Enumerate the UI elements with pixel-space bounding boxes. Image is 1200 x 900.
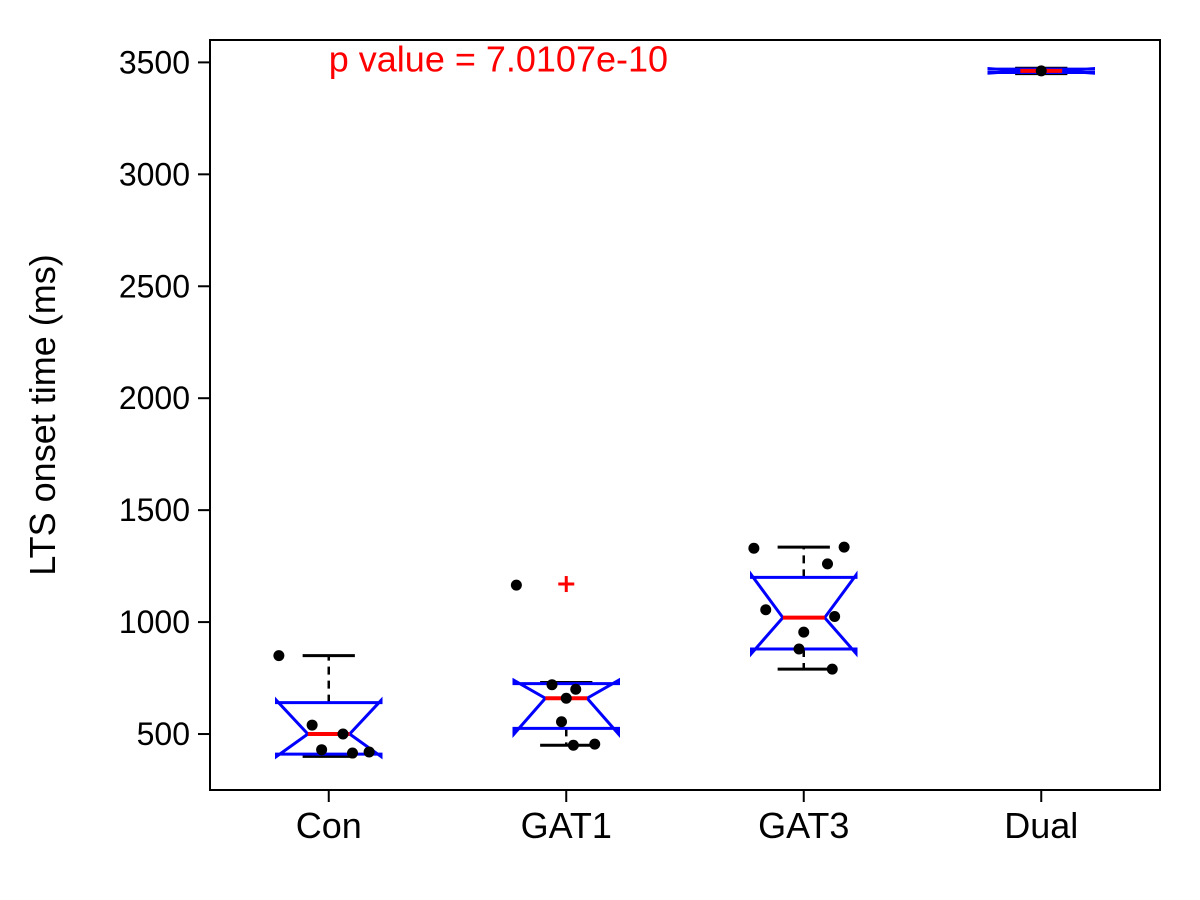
data-point (307, 720, 318, 731)
boxplot-chart: 500 1000 1500 2000 2500 3000 3500 LTS onset tim… (0, 0, 1200, 900)
chart-svg: 500 1000 1500 2000 2500 3000 3500 LTS onset tim… (0, 0, 1200, 900)
data-point (798, 627, 809, 638)
x-tick-label: Con (296, 805, 362, 846)
x-tick-label: GAT3 (758, 805, 849, 846)
data-point (568, 740, 579, 751)
y-tick-label: 1000 (119, 604, 190, 640)
y-tick-label: 500 (137, 716, 190, 752)
data-point (1036, 65, 1047, 76)
data-point (570, 684, 581, 695)
x-tick-label: GAT1 (521, 805, 612, 846)
data-point (561, 693, 572, 704)
data-point (316, 744, 327, 755)
data-point (589, 739, 600, 750)
plot-border (210, 40, 1160, 790)
y-tick-label: 3000 (119, 156, 190, 192)
data-point (794, 643, 805, 654)
data-point (547, 679, 558, 690)
data-point (556, 716, 567, 727)
p-value-annotation: p value = 7.0107e-10 (329, 38, 668, 79)
data-point (822, 558, 833, 569)
data-point (338, 729, 349, 740)
data-point (364, 746, 375, 757)
data-point (273, 650, 284, 661)
y-axis-label: LTS onset time (ms) (22, 254, 63, 575)
data-point (829, 611, 840, 622)
data-point (760, 604, 771, 615)
y-tick-label: 2000 (119, 380, 190, 416)
box-outline (514, 680, 619, 734)
y-tick-label: 3500 (119, 44, 190, 80)
data-point (827, 664, 838, 675)
y-tick-label: 2500 (119, 268, 190, 304)
data-point (839, 542, 850, 553)
data-point (511, 580, 522, 591)
x-tick-label: Dual (1004, 805, 1078, 846)
data-point (347, 748, 358, 759)
data-point (748, 543, 759, 554)
y-tick-label: 1500 (119, 492, 190, 528)
